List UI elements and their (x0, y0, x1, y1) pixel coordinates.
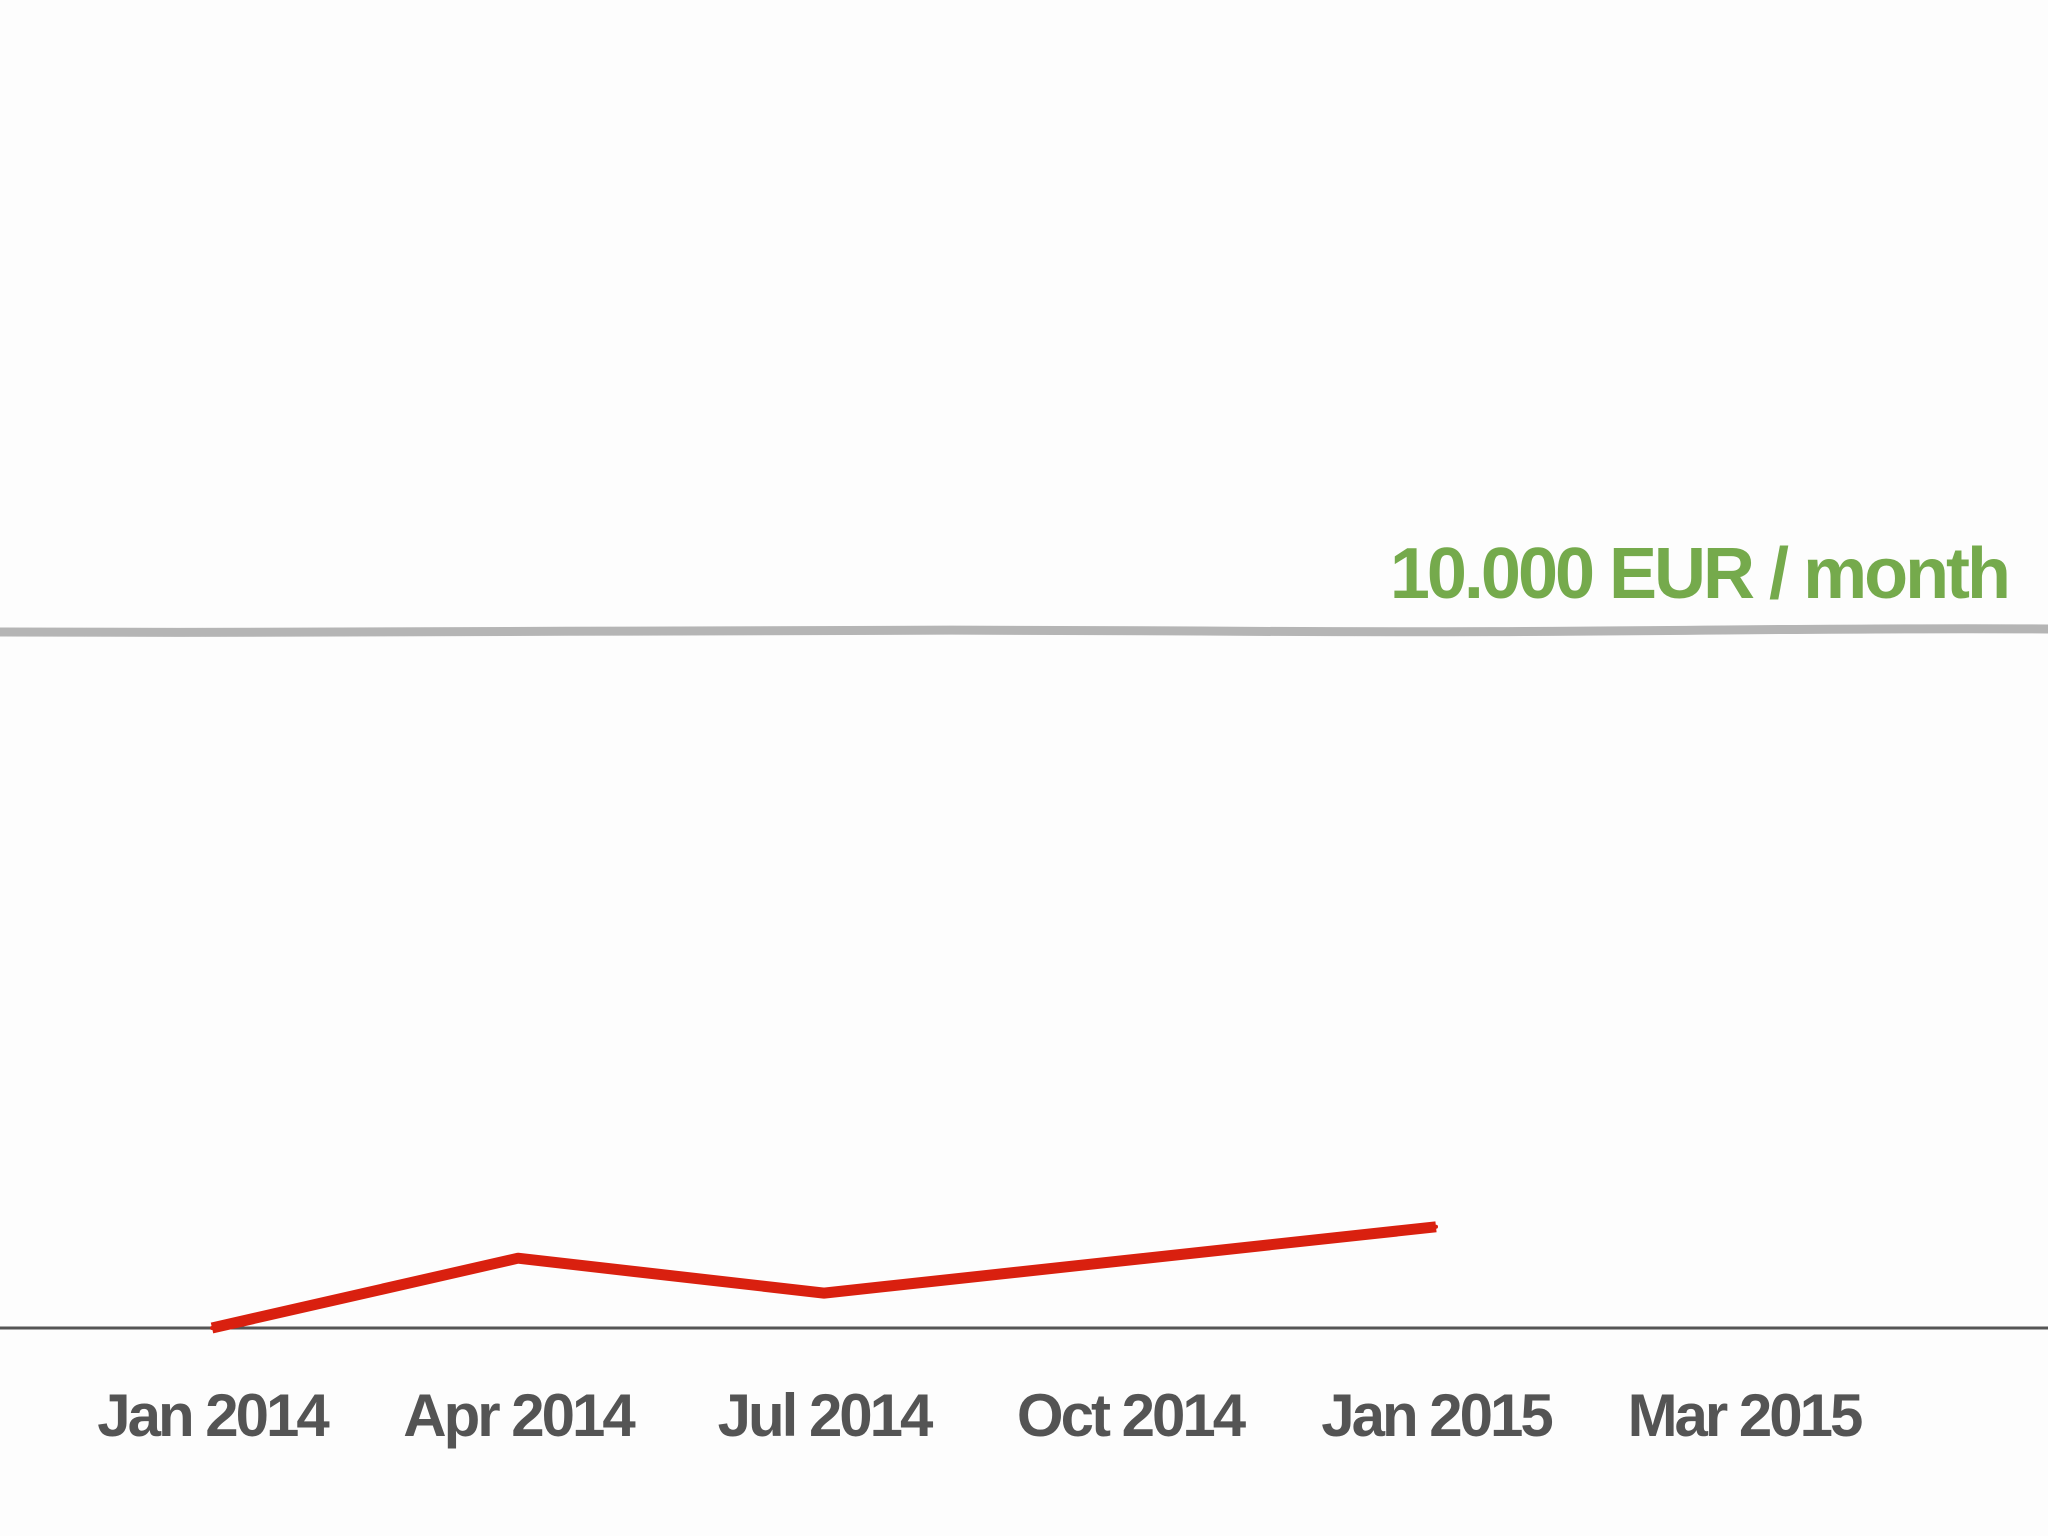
x-tick-label: Apr 2014 (403, 1382, 636, 1449)
target-line-label: 10.000 EUR / month (1390, 534, 2008, 614)
tick-label-layer: Jan 2014 Apr 2014 Jul 2014 Oct 2014 Jan 2015… (97, 1382, 1865, 1449)
x-tick-label: Mar 2015 (1628, 1382, 1862, 1449)
target-line (0, 624, 2048, 637)
x-tick-label: Jan 2014 (97, 1382, 330, 1449)
series-layer (210, 1221, 1438, 1334)
x-tick-label: Jul 2014 (718, 1382, 934, 1449)
data-point (822, 1291, 826, 1296)
x-tick-label: Oct 2014 (1017, 1382, 1247, 1449)
series-line (210, 1221, 1437, 1334)
target-layer: 10.000 EUR / month (0, 534, 2048, 637)
x-tick-label: Jan 2015 (1321, 1382, 1552, 1449)
data-point (516, 1256, 520, 1261)
data-point (210, 1326, 214, 1330)
data-point (1434, 1224, 1438, 1229)
